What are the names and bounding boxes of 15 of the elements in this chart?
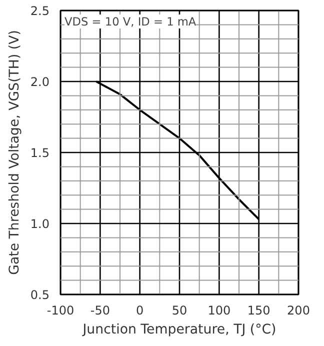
x-tick-label: 100 (208, 304, 231, 318)
y-tick-label: 1.0 (30, 217, 50, 231)
x-tick-label: 50 (172, 304, 188, 318)
x-axis-title: Junction Temperature, TJ (°C) (82, 322, 276, 338)
y-tick-label: 1.5 (30, 146, 50, 160)
y-tick-label: 0.5 (30, 288, 50, 302)
y-tick-label: 2.0 (30, 75, 50, 89)
x-tick-label: 0 (136, 304, 144, 318)
x-tick-label: 150 (247, 304, 270, 318)
x-tick-label: 200 (287, 304, 310, 318)
x-tick-label: -50 (90, 304, 110, 318)
y-tick-label: 2.5 (30, 4, 50, 18)
y-axis-title: Gate Threshold Voltage, VGS(TH) (V) (7, 30, 22, 275)
x-tick-label: -100 (46, 304, 74, 318)
annotation: VDS = 10 V, ID = 1 mA (64, 14, 196, 28)
